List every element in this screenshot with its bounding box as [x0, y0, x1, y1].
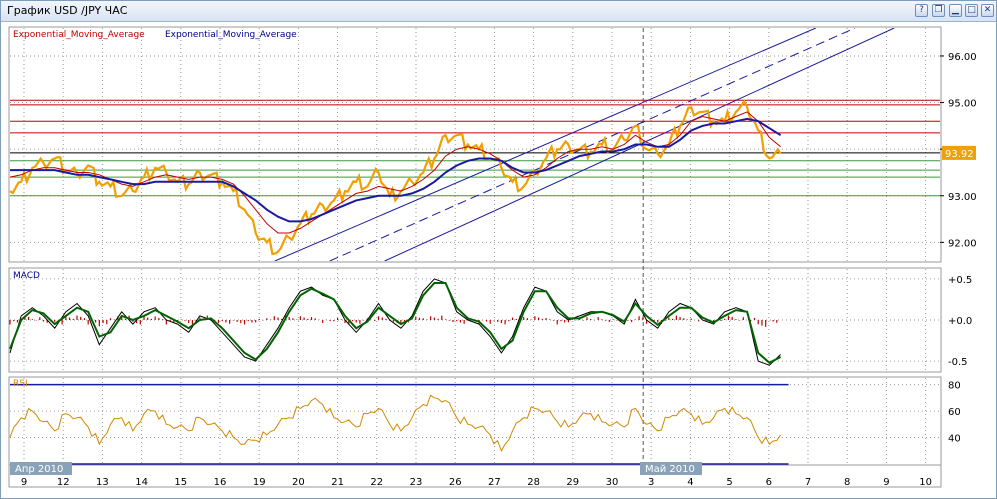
x-tick-label: 8 [844, 477, 850, 488]
x-tick-label: 23 [410, 477, 423, 488]
x-tick-label: 9 [883, 477, 889, 488]
price-tick-label: 93.00 [948, 192, 977, 203]
close-button[interactable]: ✕ [981, 4, 994, 17]
minimize-button[interactable]: ▁ [949, 4, 962, 17]
macd-title: MACD [13, 271, 40, 281]
title-bar[interactable]: График USD /JPY ЧАС ? ❐ ▁ □ ✕ [1, 1, 996, 22]
x-tick-label: 14 [135, 477, 148, 488]
last-price-badge [942, 145, 976, 160]
macd-tick-label: +0.5 [948, 275, 972, 286]
rsi-tick-label: 40 [948, 434, 961, 445]
price-tick-label: 95.00 [948, 99, 977, 110]
price-layer [9, 28, 940, 261]
x-tick-label: 26 [449, 477, 462, 488]
x-tick-label: 21 [331, 477, 344, 488]
date-label-may-text: Май 2010 [645, 464, 695, 475]
rsi-title: RSI [13, 379, 28, 389]
help-button[interactable]: ? [915, 4, 928, 17]
close-icon: ✕ [983, 5, 992, 15]
x-tick-label: 4 [687, 477, 693, 488]
axes-layer: 9 12 13 14 15 16 19 20 21 22 23 26 27 28 29 30 3 4 5 6 7 8 9 10… [21, 52, 977, 488]
x-tick-label: 5 [726, 477, 732, 488]
rsi-panel[interactable] [8, 376, 942, 466]
channel-line [274, 28, 817, 261]
date-label-apr: Апр 2010 [10, 462, 72, 475]
x-tick-label: 19 [253, 477, 266, 488]
date-label-may: Май 2010 [640, 462, 702, 475]
date-label-apr-text: Апр 2010 [15, 464, 63, 475]
minimize-icon: ▁ [952, 5, 959, 15]
x-tick-label: 7 [805, 477, 811, 488]
price-tick-label: 96.00 [948, 52, 977, 63]
maximize-icon: □ [967, 5, 976, 15]
rsi-tick-label: 60 [948, 407, 961, 418]
x-tick-label: 15 [174, 477, 187, 488]
legend-ema-1: Exponential_Moving_Average [13, 30, 145, 40]
price-series-line [9, 99, 782, 256]
x-tick-label: 13 [96, 477, 109, 488]
restore-button[interactable]: ❐ [932, 4, 945, 17]
x-tick-label: 16 [214, 477, 227, 488]
x-tick-label: 27 [488, 477, 501, 488]
x-tick-label: 3 [648, 477, 654, 488]
price-tick-label: 92.00 [948, 238, 977, 249]
price-panel[interactable] [8, 26, 942, 263]
maximize-button[interactable]: □ [965, 4, 978, 17]
restore-icon: ❐ [934, 5, 943, 15]
macd-layer [9, 278, 782, 366]
macd-tick-label: -0.5 [948, 357, 968, 368]
x-tick-label: 29 [566, 477, 579, 488]
window-title: График USD /JPY ЧАС [7, 4, 128, 17]
channel-line [329, 28, 856, 261]
x-tick-label: 6 [766, 477, 772, 488]
rsi-tick-label: 80 [948, 381, 961, 392]
x-axis-strip [8, 464, 942, 488]
x-tick-label: 28 [527, 477, 540, 488]
rsi-line [9, 394, 782, 452]
x-tick-label: 12 [57, 477, 70, 488]
x-tick-label: 22 [370, 477, 383, 488]
x-tick-label: 10 [919, 477, 932, 488]
ema-slow-line [10, 117, 782, 223]
last-price-label: 93.92 [945, 149, 974, 160]
x-tick-label: 20 [292, 477, 305, 488]
macd-tick-label: +0.0 [948, 316, 972, 327]
x-tick-label: 30 [606, 477, 619, 488]
x-tick-label: 9 [21, 477, 27, 488]
help-icon: ? [919, 5, 924, 15]
macd-signal-line [9, 282, 782, 365]
legend-ema-2: Exponential_Moving_Average [165, 30, 297, 40]
